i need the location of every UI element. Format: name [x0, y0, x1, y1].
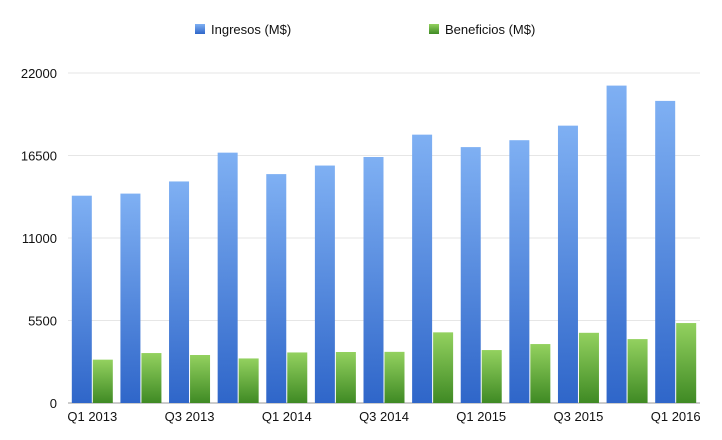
- x-tick-label: Q3 2015: [554, 409, 604, 424]
- bar: [460, 147, 481, 403]
- x-tick-label: Q1 2015: [456, 409, 506, 424]
- series-beneficios: [92, 323, 697, 403]
- bar: [190, 355, 211, 403]
- bar: [314, 165, 335, 403]
- bar: [578, 332, 599, 403]
- bar: [238, 358, 259, 403]
- legend-label: Beneficios (M$): [445, 22, 535, 37]
- plot-area: [71, 85, 697, 404]
- bar: [363, 157, 384, 403]
- bar: [627, 339, 648, 403]
- bar: [287, 352, 308, 403]
- bar: [606, 85, 627, 403]
- y-tick-label: 5500: [28, 314, 57, 329]
- bar: [384, 351, 405, 403]
- bar: [530, 344, 551, 403]
- legend-item: Beneficios (M$): [429, 22, 535, 37]
- y-tick-label: 16500: [21, 149, 57, 164]
- bar: [169, 181, 190, 403]
- legend-label: Ingresos (M$): [211, 22, 291, 37]
- bar: [266, 174, 287, 403]
- bar: [335, 352, 356, 403]
- bar: [509, 140, 530, 403]
- gridlines: [68, 72, 700, 404]
- series-ingresos: [71, 85, 676, 404]
- bar: [433, 332, 454, 403]
- y-tick-label: 22000: [21, 66, 57, 81]
- bar: [557, 125, 578, 404]
- x-axis: Q1 2013 Q3 2013 Q1 2014 Q3 2014 Q1 2015 Q3 20…: [67, 409, 700, 424]
- bar: [141, 353, 162, 403]
- bar: [676, 323, 697, 403]
- x-tick-label: Q3 2013: [165, 409, 215, 424]
- bar: [655, 100, 676, 404]
- legend-swatch: [195, 24, 205, 34]
- bar: [71, 195, 92, 403]
- bar: [217, 152, 238, 403]
- legend: Ingresos (M$) Beneficios (M$): [195, 22, 535, 37]
- legend-item: Ingresos (M$): [195, 22, 291, 37]
- x-tick-label: Q1 2013: [67, 409, 117, 424]
- bar: [412, 134, 433, 403]
- legend-swatch: [429, 24, 439, 34]
- bar: [481, 350, 502, 403]
- bar: [120, 193, 141, 403]
- y-tick-label: 11000: [22, 231, 57, 246]
- y-axis: 0 5500 11000 16500 22000: [21, 66, 57, 411]
- x-tick-label: Q3 2014: [359, 409, 409, 424]
- bar: [92, 359, 113, 403]
- x-tick-label: Q1 2016: [651, 409, 701, 424]
- y-tick-label: 0: [50, 396, 57, 411]
- x-tick-label: Q1 2014: [262, 409, 312, 424]
